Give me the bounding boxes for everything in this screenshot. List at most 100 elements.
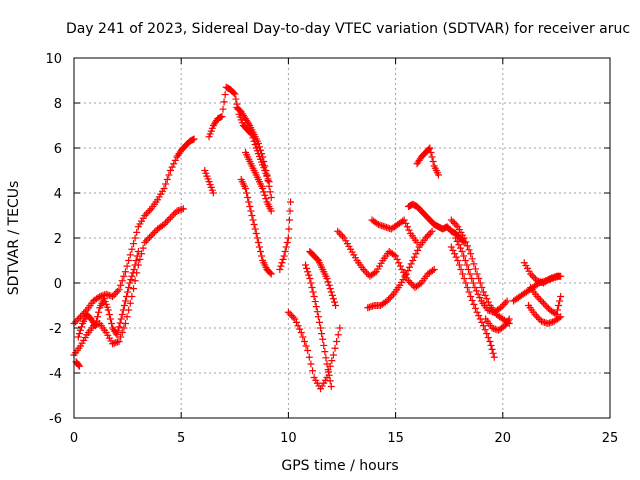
data-point [488, 345, 496, 353]
data-point [259, 185, 267, 192]
data-point [168, 163, 176, 171]
data-point [429, 158, 437, 165]
data-point [428, 153, 436, 161]
data-point [245, 120, 253, 128]
data-point [390, 251, 398, 259]
data-point [535, 294, 543, 302]
data-point [246, 203, 254, 210]
data-point [457, 266, 465, 273]
data-point [130, 266, 138, 273]
data-point [413, 239, 421, 246]
data-point [285, 225, 293, 233]
data-point [396, 262, 404, 270]
data-point [282, 243, 290, 251]
data-point [117, 333, 125, 341]
data-point [76, 326, 84, 334]
data-point [160, 221, 168, 228]
data-point [452, 253, 460, 261]
data-point [451, 250, 459, 258]
data-point [276, 266, 284, 273]
series-arc-m [306, 248, 340, 309]
data-point [72, 318, 80, 326]
data-point [126, 299, 134, 307]
data-point [120, 272, 128, 280]
data-point [400, 216, 408, 224]
data-point [287, 198, 295, 206]
data-point [467, 293, 475, 300]
data-point [118, 329, 126, 336]
data-point [427, 149, 435, 156]
data-point [490, 353, 498, 361]
data-point [133, 252, 141, 260]
data-point [277, 262, 285, 270]
data-point [112, 289, 120, 297]
data-point [221, 91, 229, 99]
data-point [266, 188, 274, 196]
series-arc-t [452, 234, 511, 316]
data-point [553, 306, 561, 314]
data-point [319, 335, 327, 343]
data-point [476, 294, 484, 302]
chart-title: Day 241 of 2023, Sidereal Day-to-day VTE… [66, 21, 630, 37]
y-tick-label: 6 [54, 142, 62, 157]
y-tick-label: 0 [54, 277, 62, 292]
data-point [162, 180, 170, 188]
y-tick-label: -2 [49, 322, 62, 337]
data-point [252, 230, 260, 237]
data-point [478, 284, 486, 291]
data-point [337, 231, 345, 239]
data-point [108, 320, 116, 327]
x-axis-title: GPS time / hours [281, 458, 398, 474]
data-point [150, 228, 158, 236]
data-point [463, 242, 471, 250]
data-point [127, 276, 135, 284]
data-point [325, 281, 333, 289]
data-point [125, 257, 133, 264]
data-point [470, 300, 478, 308]
data-point [406, 263, 414, 271]
data-point [129, 285, 137, 293]
data-point [249, 216, 257, 224]
data-point [280, 252, 288, 260]
y-tick-label: 10 [45, 52, 62, 67]
data-point [78, 323, 86, 331]
data-point [324, 366, 332, 374]
data-point [459, 270, 467, 278]
data-point [288, 312, 296, 320]
data-point [330, 298, 338, 306]
data-point [361, 267, 369, 275]
x-tick-label: 0 [70, 431, 78, 446]
data-point [311, 298, 319, 306]
data-point [325, 371, 333, 379]
data-point [261, 162, 269, 170]
data-point [454, 257, 462, 264]
data-point [245, 198, 253, 206]
data-point [132, 257, 140, 264]
data-point [452, 234, 460, 242]
data-point [557, 313, 565, 321]
data-point [486, 338, 494, 345]
series-arc-v [482, 315, 513, 334]
data-point [403, 223, 411, 231]
series-arc-f [233, 104, 275, 201]
data-point [468, 255, 476, 263]
data-point [260, 188, 268, 196]
x-tick-label: 10 [280, 431, 297, 446]
data-point [147, 232, 155, 240]
data-point [291, 315, 299, 323]
data-point [244, 194, 252, 201]
data-point [219, 105, 227, 113]
data-point [289, 313, 297, 321]
data-point [133, 228, 141, 236]
data-point [190, 135, 198, 143]
data-point [304, 347, 312, 354]
data-point [404, 277, 412, 285]
data-point [460, 252, 468, 260]
data-point [306, 275, 314, 282]
data-point [334, 227, 342, 235]
data-point [409, 257, 417, 264]
data-point [117, 281, 125, 289]
data-point [166, 167, 174, 174]
series-arc-h [237, 176, 275, 278]
series-arc-k [284, 308, 344, 393]
